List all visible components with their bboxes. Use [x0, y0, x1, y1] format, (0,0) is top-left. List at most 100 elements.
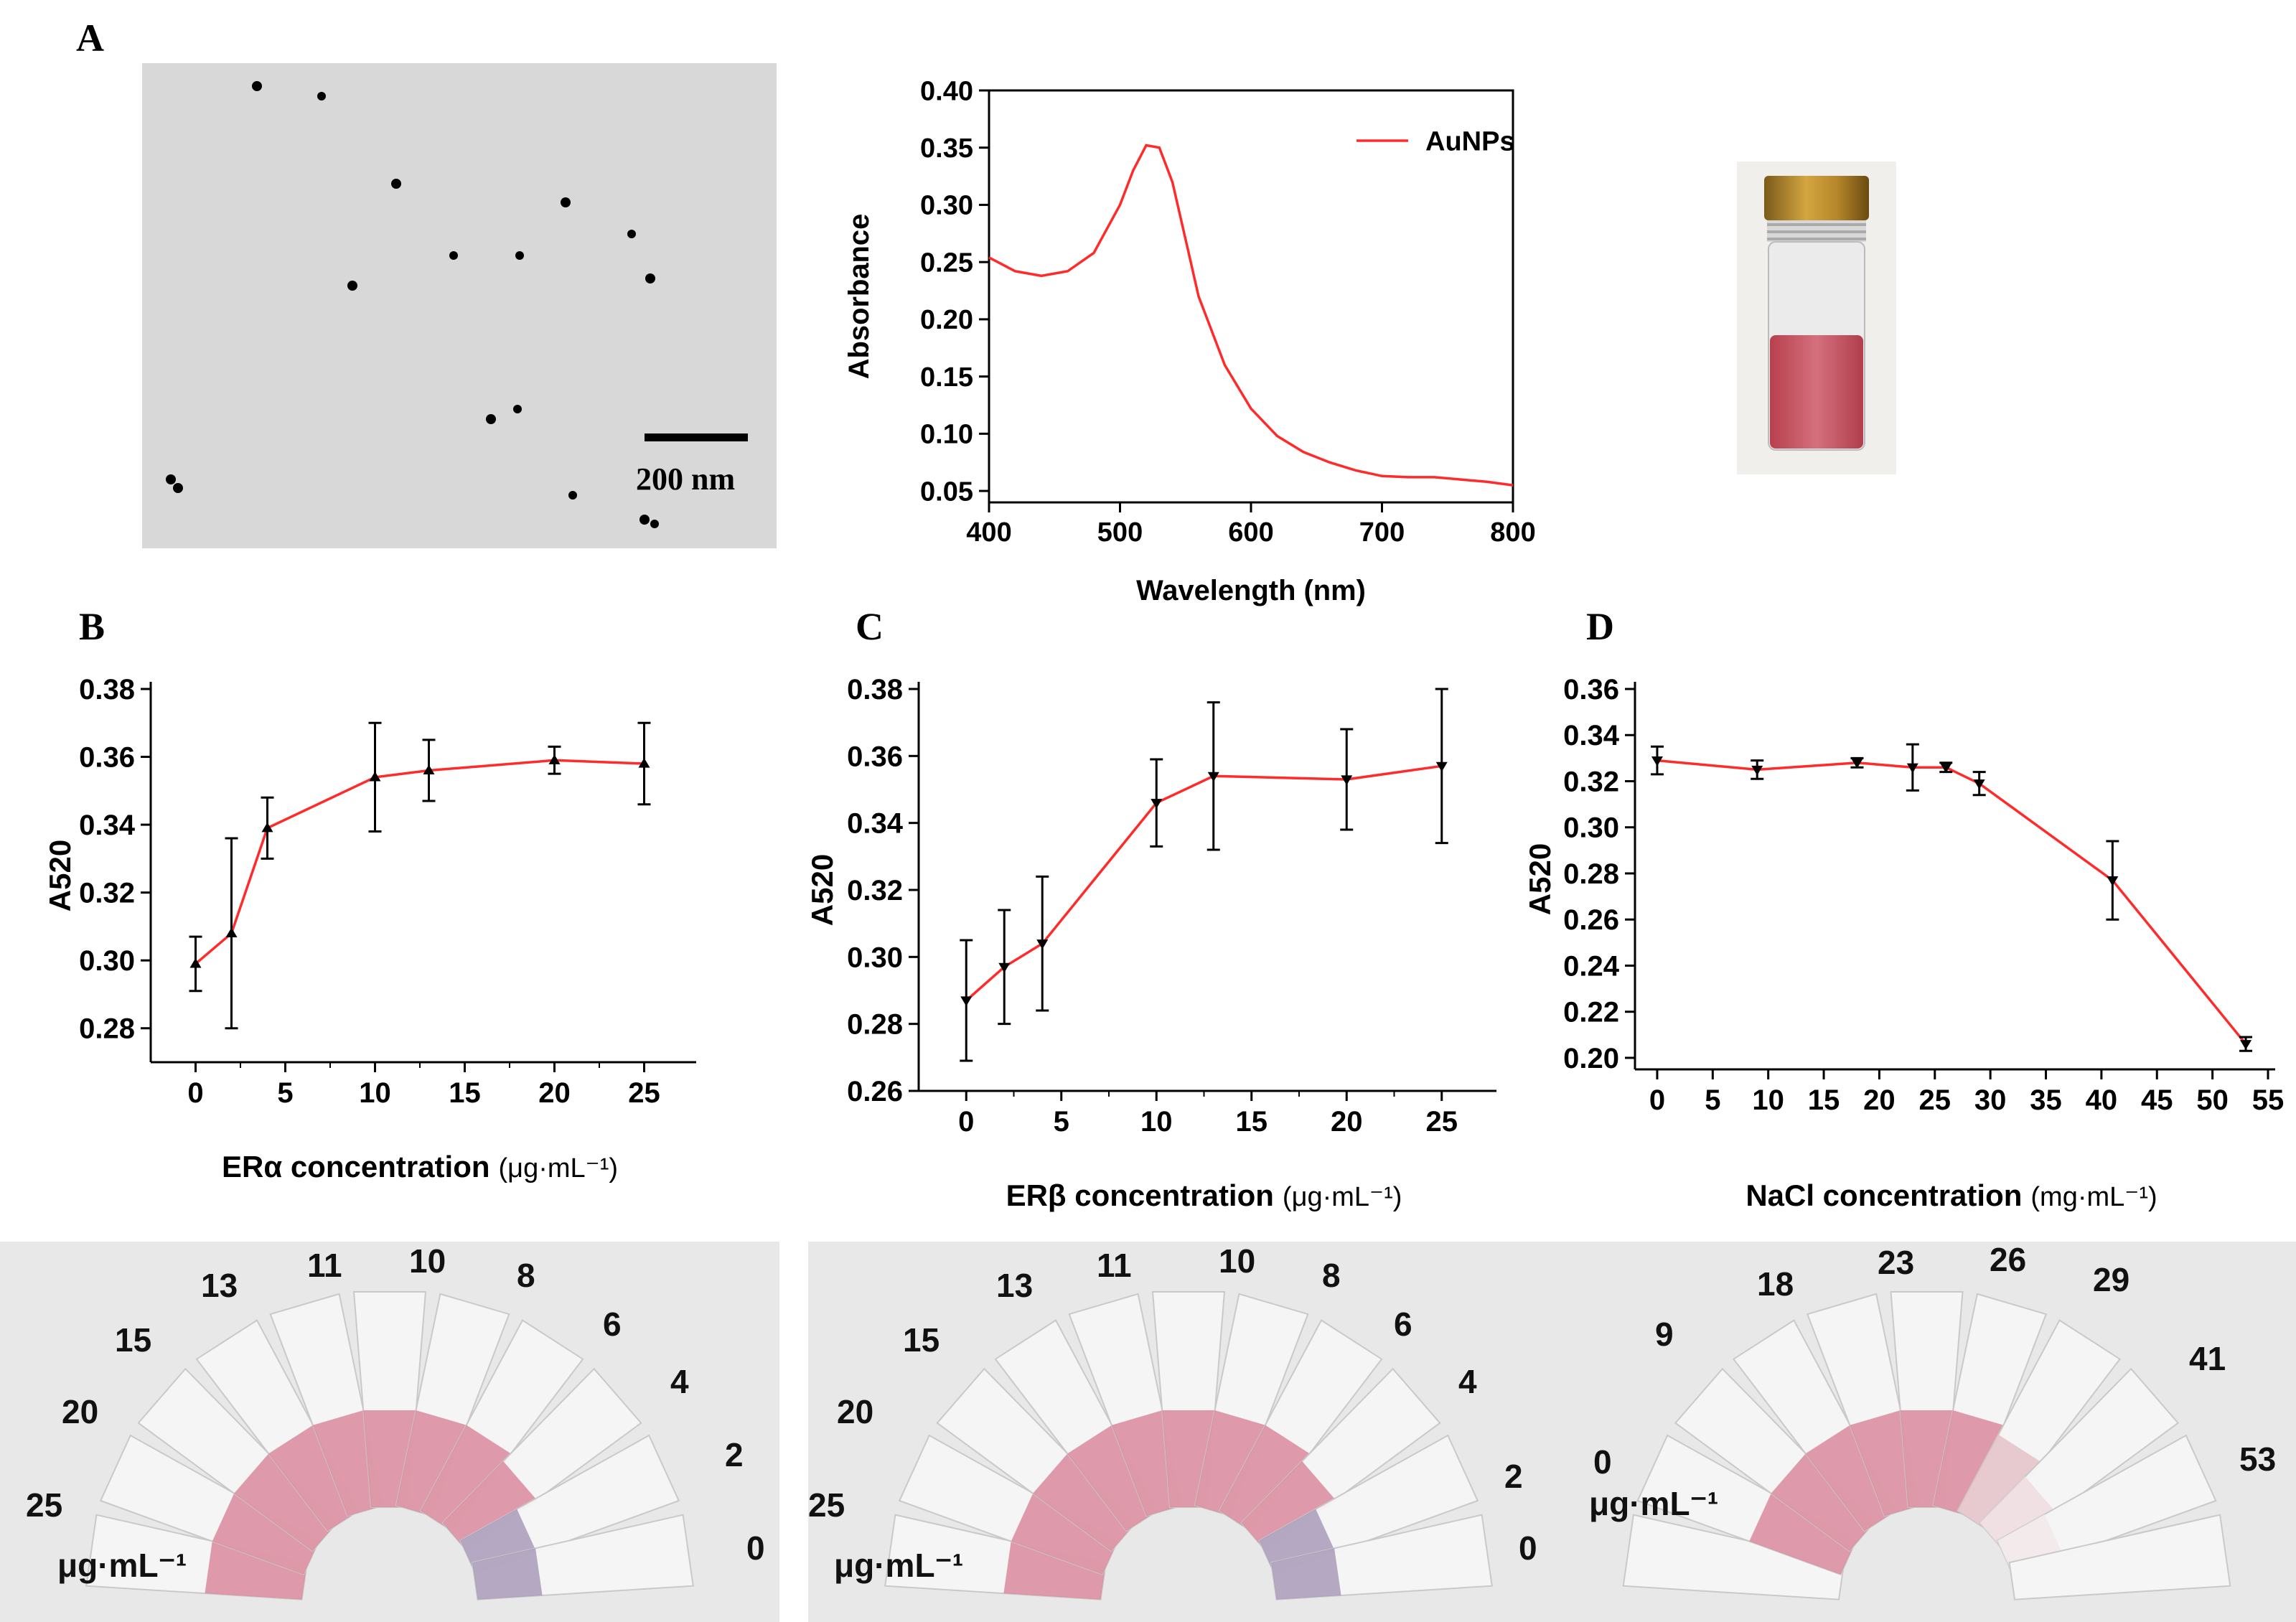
x-tick-label: 15 — [449, 1077, 481, 1109]
x-tick-label: 15 — [1236, 1106, 1268, 1138]
tube-label: 8 — [517, 1257, 535, 1294]
x-tick-label: 5 — [1054, 1106, 1069, 1138]
x-tick-label: 20 — [538, 1077, 571, 1109]
tube-liquid — [1011, 1493, 1118, 1575]
data-point — [1207, 772, 1219, 782]
tem-micrograph: 200 nm — [142, 63, 777, 548]
tube-label: 0 — [746, 1529, 765, 1567]
data-point — [369, 771, 381, 782]
y-tick-label: 0.10 — [920, 420, 973, 450]
tube — [2008, 1514, 2231, 1600]
x-tick-label: 500 — [1097, 517, 1143, 548]
x-tick-label: 800 — [1490, 517, 1535, 548]
y-tick-label: 0.34 — [79, 810, 136, 841]
x-tick-label: 25 — [1426, 1106, 1458, 1138]
y-tick-label: 0.40 — [920, 76, 973, 106]
data-point — [548, 754, 561, 764]
tube-label: 15 — [115, 1321, 152, 1359]
tube-label: 13 — [996, 1267, 1034, 1304]
tube-unit-label: μg·mL⁻¹ — [1589, 1485, 1719, 1522]
tube-fan — [85, 1291, 694, 1600]
data-point — [1341, 775, 1353, 785]
erb-tube-photo: 25 20 15 13 11 10 8 6 4 2 0 μg·mL⁻¹ — [808, 1242, 1569, 1622]
y-tick-label: 0.26 — [847, 1076, 903, 1107]
y-tick-label: 0.20 — [1563, 1043, 1619, 1074]
x-axis-label: ERα concentration (μg·mL⁻¹) — [222, 1150, 618, 1183]
tube-liquid — [1033, 1453, 1136, 1552]
data-point — [2107, 876, 2119, 886]
tube-liquid — [395, 1410, 467, 1516]
data-point — [1151, 799, 1163, 809]
y-tick-label: 0.20 — [920, 305, 973, 335]
data-point — [1973, 779, 1985, 789]
tube-label: 20 — [837, 1393, 874, 1430]
tube-unit-label: μg·mL⁻¹ — [57, 1547, 187, 1584]
tube-liquid — [1805, 1425, 1896, 1532]
y-tick-label: 0.30 — [1563, 812, 1619, 844]
x-axis-label: NaCl concentration (mg·mL⁻¹) — [1746, 1178, 2157, 1212]
scale-label: 200 nm — [636, 461, 736, 497]
y-tick-label: 0.36 — [1563, 674, 1619, 705]
tube-liquid — [1749, 1493, 1857, 1575]
tube-liquid — [1067, 1425, 1158, 1532]
series-line — [195, 759, 645, 965]
y-tick-label: 0.38 — [847, 674, 903, 705]
data-point — [225, 927, 238, 937]
data-point — [1751, 765, 1763, 776]
tube-liquid — [1271, 1548, 1341, 1600]
x-tick-label: 40 — [2086, 1084, 2118, 1116]
tube-label: 6 — [603, 1305, 622, 1343]
y-tick-label: 0.32 — [847, 875, 903, 906]
tube-liquid — [1003, 1541, 1106, 1600]
tube-liquid — [1771, 1453, 1874, 1552]
data-point — [960, 996, 973, 1006]
legend: AuNPs — [1356, 126, 1515, 156]
tube-label: 13 — [201, 1267, 238, 1304]
tube-label: 10 — [409, 1242, 446, 1280]
nacl-chart: 0.20 0.22 0.24 0.26 0.28 0.30 0.32 0.34 0.36 0 5 10… — [1523, 674, 2284, 1212]
y-axis-label: Absorbance — [843, 214, 875, 380]
x-tick-label: 600 — [1228, 517, 1273, 548]
tube-label: 20 — [62, 1393, 99, 1430]
y-tick-label: 0.36 — [79, 742, 135, 774]
panel-letter-c: C — [856, 605, 884, 648]
x-tick-label: 0 — [958, 1106, 974, 1138]
tube-label: 23 — [1878, 1244, 1915, 1281]
tube-label: 10 — [1219, 1242, 1256, 1280]
y-tick-label: 0.34 — [1563, 720, 1620, 751]
x-tick-label: 0 — [187, 1077, 203, 1109]
panel-letter-b: B — [79, 605, 106, 648]
x-tick-label: 25 — [628, 1077, 660, 1109]
tube-liquid — [1933, 1410, 2004, 1516]
tube-label: 0 — [1519, 1529, 1537, 1567]
scale-bar — [645, 433, 748, 441]
tube-liquid — [1219, 1425, 1310, 1532]
vial-photo — [1737, 161, 1896, 474]
data-point — [638, 758, 650, 768]
erb-chart: 0.26 0.28 0.30 0.32 0.34 0.36 0.38 0 5 10 15 20 25 A5… — [805, 674, 1496, 1212]
x-axis-unit: (mg·mL⁻¹) — [2030, 1182, 2157, 1212]
data-point — [261, 822, 273, 833]
x-axis-unit: (μg·mL⁻¹) — [499, 1153, 619, 1183]
panel-letter-a: A — [76, 17, 104, 60]
tube — [1622, 1514, 1845, 1600]
tube-label: 15 — [903, 1321, 940, 1359]
data-point — [998, 962, 1011, 973]
tube-label: 8 — [1322, 1257, 1341, 1294]
y-axis-label: A520 — [805, 854, 839, 926]
x-tick-label: 10 — [1752, 1084, 1784, 1116]
tube-liquid — [1241, 1461, 1336, 1552]
y-axis-label: A520 — [1523, 843, 1557, 915]
x-tick-label: 5 — [1705, 1084, 1720, 1116]
uv-vis-chart: 0.05 0.10 0.15 0.20 0.25 0.30 0.35 0.40 400 500 60… — [843, 76, 1536, 606]
x-tick-label: 0 — [1649, 1084, 1665, 1116]
tube-label: 11 — [1097, 1247, 1132, 1284]
x-tick-label: 10 — [359, 1077, 391, 1109]
series-line — [1657, 759, 2247, 1045]
x-tick-label: 45 — [2141, 1084, 2173, 1116]
y-tick-label: 0.24 — [1563, 950, 1620, 982]
y-tick-label: 0.32 — [79, 878, 135, 909]
tube-liquid — [1979, 1476, 2056, 1552]
era-tube-photo: 25 20 15 13 11 10 8 6 4 2 0 μg·mL⁻¹ — [0, 1242, 779, 1622]
tube-liquid — [421, 1425, 511, 1532]
